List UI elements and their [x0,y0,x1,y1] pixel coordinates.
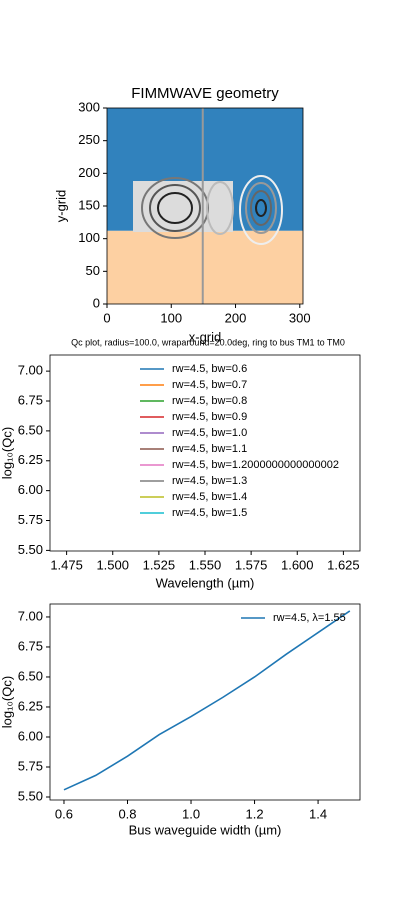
legend-label: rw=4.5, λ=1.55 [273,612,346,624]
y-tick-label: 6.50 [18,422,43,437]
legend-label: rw=4.5, bw=0.9 [172,411,247,423]
y-tick-label: 6.00 [18,728,43,743]
y-axis-label: y-grid [53,190,68,223]
x-tick-label: 0.8 [118,806,136,821]
x-tick-label: 1.4 [309,806,327,821]
lower-region [107,230,303,304]
y-tick-label: 6.00 [18,482,43,497]
y-tick-label: 5.75 [18,758,43,773]
y-tick-label: 100 [78,230,100,245]
chart-title: FIMMWAVE geometry [131,85,279,102]
legend-label: rw=4.5, bw=1.5 [172,507,247,519]
y-tick-label: 200 [78,165,100,180]
legend-label: rw=4.5, bw=0.7 [172,379,247,391]
y-tick-label: 6.75 [18,638,43,653]
y-tick-label: 50 [86,263,100,278]
y-tick-label: 250 [78,132,100,147]
legend-label: rw=4.5, bw=0.8 [172,395,247,407]
contour [250,190,272,226]
x-tick-label: 1.500 [96,557,129,572]
x-axis-label: Bus waveguide width (µm) [129,822,282,837]
y-tick-label: 5.50 [18,542,43,557]
axes-frame [49,603,361,801]
y-tick-label: 5.75 [18,512,43,527]
y-tick-label: 150 [78,197,100,212]
x-tick-label: 0 [103,310,110,325]
contour [239,175,283,245]
y-tick-label: 0 [93,295,100,310]
series-line [63,610,351,791]
x-tick-label: 1.525 [143,557,176,572]
x-tick-label: 1.475 [50,557,83,572]
chart-title: Qc plot, radius=100.0, wraparound=20.0de… [71,337,345,347]
x-axis-label: x-grid [189,329,222,344]
y-axis-label: log₁₀(Qc) [0,427,14,479]
x-tick-label: 0.6 [55,806,73,821]
legend-label: rw=4.5, bw=1.0 [172,427,247,439]
y-axis-label: log₁₀(Qc) [0,676,14,728]
x-tick-label: 1.0 [182,806,200,821]
legend-label: rw=4.5, bw=1.2000000000000002 [172,459,339,471]
y-tick-label: 7.00 [18,363,43,378]
y-tick-label: 6.50 [18,668,43,683]
mode-contours [133,175,283,245]
x-tick-label: 300 [289,310,311,325]
y-tick-label: 6.25 [18,452,43,467]
x-tick-label: 1.600 [281,557,314,572]
legend-label: rw=4.5, bw=1.4 [172,491,247,503]
x-tick-label: 1.2 [246,806,264,821]
x-axis-label: Wavelength (µm) [156,575,255,590]
contour [149,184,201,232]
y-tick-label: 6.75 [18,392,43,407]
legend-label: rw=4.5, bw=1.3 [172,475,247,487]
y-tick-label: 7.00 [18,608,43,623]
contour [157,192,193,224]
legend-label: rw=4.5, bw=0.6 [172,363,247,375]
contour [206,181,234,235]
legend-label: rw=4.5, bw=1.1 [172,443,247,455]
x-tick-label: 100 [160,310,182,325]
y-tick-label: 5.50 [18,788,43,803]
x-tick-label: 1.550 [189,557,222,572]
y-tick-label: 300 [78,99,100,114]
y-tick-label: 6.25 [18,698,43,713]
contour [245,182,277,234]
x-tick-label: 1.575 [235,557,268,572]
x-tick-label: 1.625 [327,557,360,572]
x-tick-label: 200 [225,310,247,325]
contour [255,199,267,217]
